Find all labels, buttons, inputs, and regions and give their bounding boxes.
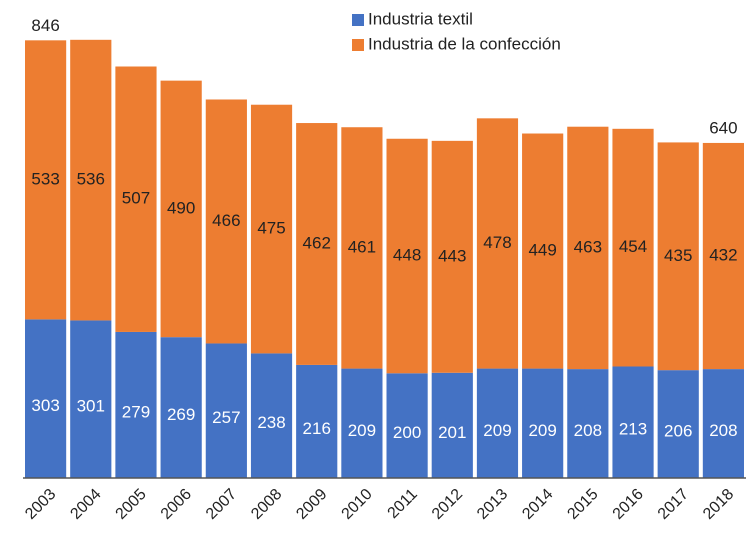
bar-segment <box>522 133 564 369</box>
bar-segment <box>115 331 157 478</box>
bar-segment <box>386 373 428 478</box>
data-label: 209 <box>348 421 376 440</box>
x-tick-label: 2011 <box>385 486 421 522</box>
x-tick-label: 2012 <box>429 486 466 523</box>
data-label: 454 <box>619 237 647 256</box>
x-tick-label: 2006 <box>158 486 195 523</box>
x-tick-label: 2004 <box>67 486 104 523</box>
data-label: 279 <box>122 402 150 421</box>
bar-segment <box>160 337 202 478</box>
legend-swatch <box>352 39 364 51</box>
x-tick-label: 2010 <box>339 486 376 523</box>
data-label: 435 <box>664 246 692 265</box>
bar-segment <box>612 128 654 367</box>
x-tick-label: 2018 <box>700 486 737 523</box>
bar-segment <box>70 39 112 321</box>
data-label: 269 <box>167 405 195 424</box>
data-label: 461 <box>348 237 376 256</box>
data-label: 466 <box>212 211 240 230</box>
x-tick-label: 2013 <box>474 486 511 523</box>
data-label: 443 <box>438 246 466 265</box>
data-label: 301 <box>77 397 105 416</box>
bar-segment <box>567 126 609 370</box>
bar-segment <box>341 127 383 369</box>
bar-segment <box>160 80 202 338</box>
x-tick-label: 2017 <box>655 486 692 523</box>
data-label: 462 <box>303 233 331 252</box>
bar-segment <box>296 364 338 478</box>
data-label: 303 <box>31 396 59 415</box>
bar-segment <box>205 99 247 344</box>
bar-segment <box>250 353 293 478</box>
x-tick-label: 2008 <box>248 486 285 523</box>
data-label: 209 <box>483 421 511 440</box>
legend-swatch <box>352 14 364 26</box>
x-tick-label: 2009 <box>293 486 330 523</box>
data-label: 213 <box>619 420 647 439</box>
total-label: 640 <box>709 118 737 137</box>
data-label: 533 <box>31 169 59 188</box>
data-label: 490 <box>167 198 195 217</box>
x-tick-label: 2003 <box>22 486 59 523</box>
legend-label: Industria textil <box>368 9 473 28</box>
bar-segment <box>702 142 744 370</box>
data-label: 206 <box>664 422 692 441</box>
bar-segment <box>25 319 67 478</box>
data-label: 208 <box>574 421 602 440</box>
bar-segment <box>115 66 157 332</box>
x-tick-label: 2005 <box>113 486 150 523</box>
bar-segment <box>296 123 338 365</box>
bar-segment <box>657 142 699 371</box>
data-label: 536 <box>77 170 105 189</box>
bar-segment <box>567 369 609 478</box>
x-tick-label: 2015 <box>564 486 601 523</box>
bar-segment <box>612 366 654 478</box>
x-tick-label: 2007 <box>203 486 240 523</box>
bar-segment <box>70 320 112 478</box>
bar-segment <box>25 40 67 320</box>
data-label: 478 <box>483 233 511 252</box>
bar-segment <box>386 138 428 374</box>
data-label: 200 <box>393 423 421 442</box>
data-label: 208 <box>709 421 737 440</box>
bar-segment <box>476 118 519 369</box>
data-label: 216 <box>303 419 331 438</box>
data-label: 238 <box>257 413 285 432</box>
total-label: 846 <box>31 16 59 35</box>
bar-segment <box>522 368 564 478</box>
data-label: 463 <box>574 237 602 256</box>
data-label: 201 <box>438 423 466 442</box>
legend-label: Industria de la confección <box>368 34 561 53</box>
data-label: 448 <box>393 246 421 265</box>
bar-segment <box>657 370 699 478</box>
data-label: 449 <box>528 241 556 260</box>
bar-segment <box>205 343 247 478</box>
x-tick-label: 2016 <box>610 486 647 523</box>
bar-segment <box>431 372 473 478</box>
data-label: 257 <box>212 408 240 427</box>
bar-segment <box>431 140 473 373</box>
bar-segment <box>702 369 744 478</box>
data-label: 432 <box>709 246 737 265</box>
bar-segment <box>250 104 293 354</box>
data-label: 507 <box>122 189 150 208</box>
bar-segment <box>341 368 383 478</box>
bar-segment <box>476 368 519 478</box>
data-label: 209 <box>528 421 556 440</box>
data-label: 475 <box>257 219 285 238</box>
x-tick-label: 2014 <box>519 486 556 523</box>
